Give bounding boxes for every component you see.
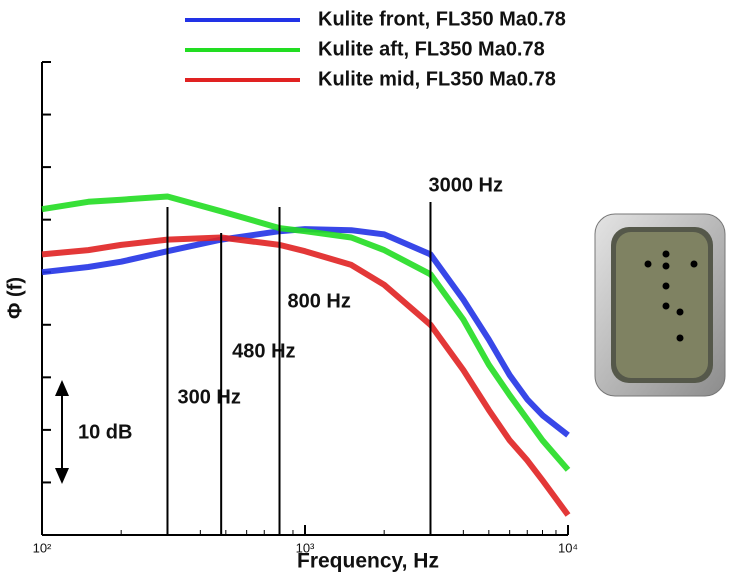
series-line xyxy=(41,226,570,438)
legend-label: Kulite front, FL350 Ma0.78 xyxy=(318,8,566,30)
scale-bar: 10 dB xyxy=(55,380,132,484)
x-axis-label: Frequency, Hz xyxy=(297,550,439,573)
series-line xyxy=(41,234,571,517)
sensor-dots xyxy=(644,250,698,342)
x-tick-label: 10² xyxy=(33,540,52,555)
annotation-label: 800 Hz xyxy=(288,290,351,312)
x-tick-label: 10⁴ xyxy=(558,540,578,555)
panel-window xyxy=(616,232,708,378)
sensor-panel xyxy=(594,213,726,397)
y-axis-label: Φ (f) xyxy=(4,277,26,319)
annotation-label: 480 Hz xyxy=(232,340,295,362)
annotation-label: 300 Hz xyxy=(177,386,240,408)
x-tick-label: 10³ xyxy=(296,540,315,555)
series-line xyxy=(41,193,571,472)
scale-label: 10 dB xyxy=(78,421,132,443)
legend-label: Kulite mid, FL350 Ma0.78 xyxy=(318,68,556,90)
legend-label: Kulite aft, FL350 Ma0.78 xyxy=(318,38,545,60)
annotation-label: 3000 Hz xyxy=(428,174,503,196)
